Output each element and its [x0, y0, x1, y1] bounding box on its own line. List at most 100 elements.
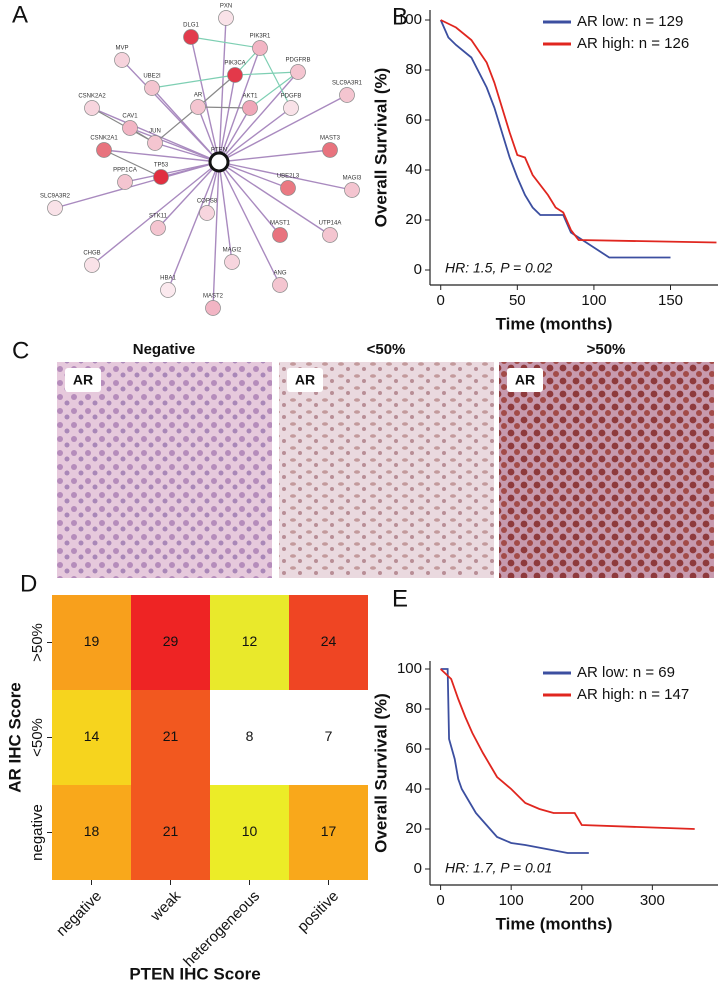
y-tick-label: 100 — [397, 660, 422, 677]
heatmap-cell — [52, 595, 131, 690]
node-label: CAV1 — [122, 114, 138, 120]
edge — [218, 71, 299, 163]
node-label: MAST2 — [203, 294, 224, 300]
node-label: PIK3CA — [224, 61, 245, 67]
node — [272, 227, 288, 243]
micrograph-title: <50% — [367, 341, 406, 358]
y-tick-label: 60 — [405, 740, 422, 757]
node — [205, 300, 221, 316]
legend-label: AR low: n = 69 — [577, 664, 675, 681]
node-label: MAGI3 — [343, 176, 362, 182]
stain-label: AR — [515, 372, 535, 388]
micrograph — [499, 362, 714, 578]
y-tick-label: 100 — [397, 11, 422, 28]
stain-box — [287, 368, 323, 392]
node — [84, 100, 100, 116]
edge — [218, 94, 348, 163]
node — [183, 29, 199, 45]
node-label: PTEN — [211, 148, 227, 154]
node-label: UBE2L3 — [277, 174, 300, 180]
node — [144, 80, 160, 96]
cell-label: 14 — [84, 728, 100, 744]
node-label: CSNK2A1 — [90, 136, 118, 142]
node-label: JUN — [149, 129, 161, 135]
survival-curve — [439, 668, 695, 830]
survival-curve — [439, 19, 671, 259]
node — [150, 220, 166, 236]
node-label: MAST1 — [270, 221, 291, 227]
edge — [259, 47, 292, 109]
heatmap-cell — [210, 785, 289, 880]
node — [272, 277, 288, 293]
stain-box — [507, 368, 543, 392]
edge — [103, 149, 220, 163]
edge — [91, 107, 220, 163]
heatmap-cell — [131, 595, 210, 690]
edge — [218, 161, 281, 236]
x-tick-label: 150 — [658, 292, 683, 309]
network: MVP DLG1 PXN PIK3R1 PDGFRB UBE2I PIK3CA CSNK2A2… — [40, 4, 363, 316]
node — [96, 142, 112, 158]
x-axis-label: PTEN IHC Score — [129, 964, 260, 983]
edge — [218, 74, 236, 163]
edge — [154, 142, 220, 163]
node — [153, 169, 169, 185]
edge — [129, 127, 220, 163]
x-tick-label: 0 — [437, 292, 445, 309]
node-label: PDGFRB — [285, 58, 310, 64]
x-axis-label: Time (months) — [496, 314, 613, 333]
edge — [124, 161, 220, 183]
x-axis-label: Time (months) — [496, 914, 613, 933]
heatmap-cell — [210, 690, 289, 785]
node-label: MVP — [115, 46, 128, 52]
legend-label: AR high: n = 126 — [577, 35, 689, 52]
x-tick-label: 100 — [581, 292, 606, 309]
heatmap-cell — [289, 595, 368, 690]
node — [252, 40, 268, 56]
node-label: MAGI2 — [223, 248, 242, 254]
node-label: ANG — [273, 271, 286, 277]
node — [242, 100, 258, 116]
edge — [218, 161, 331, 236]
y-tick-label: 0 — [414, 860, 422, 877]
cell-label: 12 — [242, 633, 258, 649]
micrograph — [57, 362, 272, 578]
panel-label: B — [392, 3, 408, 30]
edge — [249, 71, 299, 109]
node-label: PIK3R1 — [250, 34, 271, 40]
node — [199, 205, 215, 221]
node — [227, 67, 243, 83]
edge — [218, 149, 331, 163]
heatmap-cell — [289, 690, 368, 785]
node — [290, 64, 306, 80]
node — [322, 227, 338, 243]
panel-label: A — [12, 1, 28, 28]
panel-label: E — [392, 585, 408, 612]
cell-label: 7 — [325, 728, 333, 744]
stain-box — [65, 368, 101, 392]
y-tick-label: 20 — [405, 211, 422, 228]
node-label: SLC9A3R2 — [40, 194, 71, 200]
x-tick-label: 0 — [436, 892, 444, 909]
y-tick-label: 40 — [405, 780, 422, 797]
edge — [218, 107, 292, 163]
node — [218, 10, 234, 26]
node-label: DLG1 — [183, 23, 199, 29]
edge — [190, 36, 220, 163]
node — [280, 180, 296, 196]
edge — [103, 149, 162, 178]
x-tick-label: heterogeneous — [180, 888, 263, 971]
cell-label: 21 — [163, 728, 179, 744]
annotation: HR: 1.5, P = 0.02 — [445, 260, 552, 276]
y-tick-label: 0 — [414, 261, 422, 278]
heatmap-cell — [210, 595, 289, 690]
node-label: MAST3 — [320, 136, 341, 142]
edge — [197, 74, 236, 108]
node — [147, 135, 163, 151]
edge — [197, 106, 251, 109]
edge — [157, 161, 220, 229]
survival-curve — [440, 19, 717, 244]
edge — [218, 161, 233, 263]
node — [190, 99, 206, 115]
